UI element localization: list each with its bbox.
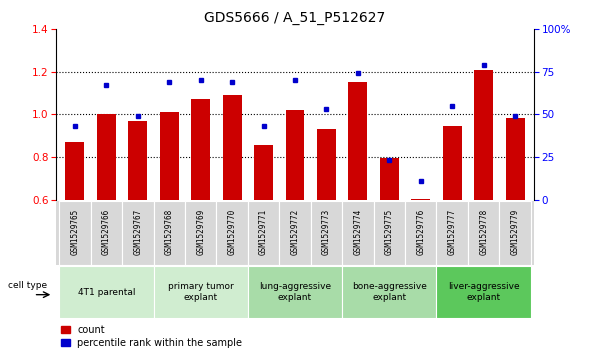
Text: GSM1529779: GSM1529779	[510, 209, 520, 255]
Bar	[59, 201, 91, 265]
Text: GSM1529771: GSM1529771	[259, 209, 268, 255]
Bar	[153, 266, 248, 318]
Bar	[185, 201, 217, 265]
Bar	[91, 201, 122, 265]
Bar	[506, 118, 525, 200]
Bar	[65, 142, 84, 200]
Text: GSM1529777: GSM1529777	[448, 209, 457, 255]
Bar	[59, 266, 153, 318]
Bar	[349, 82, 368, 200]
Bar	[474, 70, 493, 200]
Bar	[286, 110, 304, 200]
Bar	[279, 201, 311, 265]
Bar	[437, 266, 531, 318]
Bar	[97, 114, 116, 200]
Legend: count, percentile rank within the sample: count, percentile rank within the sample	[61, 325, 242, 348]
Text: GSM1529770: GSM1529770	[228, 209, 237, 255]
Text: primary tumor
explant: primary tumor explant	[168, 282, 234, 302]
Bar	[222, 95, 241, 200]
Bar	[437, 201, 468, 265]
Bar	[217, 201, 248, 265]
Text: GSM1529778: GSM1529778	[479, 209, 488, 255]
Text: GSM1529775: GSM1529775	[385, 209, 394, 255]
Text: liver-aggressive
explant: liver-aggressive explant	[448, 282, 519, 302]
Text: cell type: cell type	[8, 281, 48, 290]
Text: GSM1529769: GSM1529769	[196, 209, 205, 255]
Text: GSM1529768: GSM1529768	[165, 209, 173, 255]
Bar	[342, 201, 373, 265]
Text: GSM1529776: GSM1529776	[417, 209, 425, 255]
Text: GSM1529772: GSM1529772	[290, 209, 300, 255]
Bar	[254, 145, 273, 200]
Bar	[311, 201, 342, 265]
Bar	[153, 201, 185, 265]
Bar	[499, 201, 531, 265]
Text: GSM1529765: GSM1529765	[70, 209, 80, 255]
Bar	[342, 266, 437, 318]
Bar	[317, 129, 336, 200]
Bar	[122, 201, 153, 265]
Bar	[160, 112, 179, 200]
Title: GDS5666 / A_51_P512627: GDS5666 / A_51_P512627	[204, 11, 386, 25]
Bar	[442, 126, 461, 200]
Text: GSM1529774: GSM1529774	[353, 209, 362, 255]
Text: bone-aggressive
explant: bone-aggressive explant	[352, 282, 427, 302]
Bar	[248, 266, 342, 318]
Bar	[411, 199, 430, 200]
Bar	[468, 201, 499, 265]
Bar	[191, 99, 210, 200]
Bar	[373, 201, 405, 265]
Bar	[248, 201, 279, 265]
Text: GSM1529773: GSM1529773	[322, 209, 331, 255]
Text: GSM1529766: GSM1529766	[102, 209, 111, 255]
Bar	[380, 158, 399, 200]
Text: GSM1529767: GSM1529767	[133, 209, 142, 255]
Text: lung-aggressive
explant: lung-aggressive explant	[259, 282, 331, 302]
Text: 4T1 parental: 4T1 parental	[78, 287, 135, 297]
Bar	[405, 201, 437, 265]
Bar	[129, 121, 148, 200]
